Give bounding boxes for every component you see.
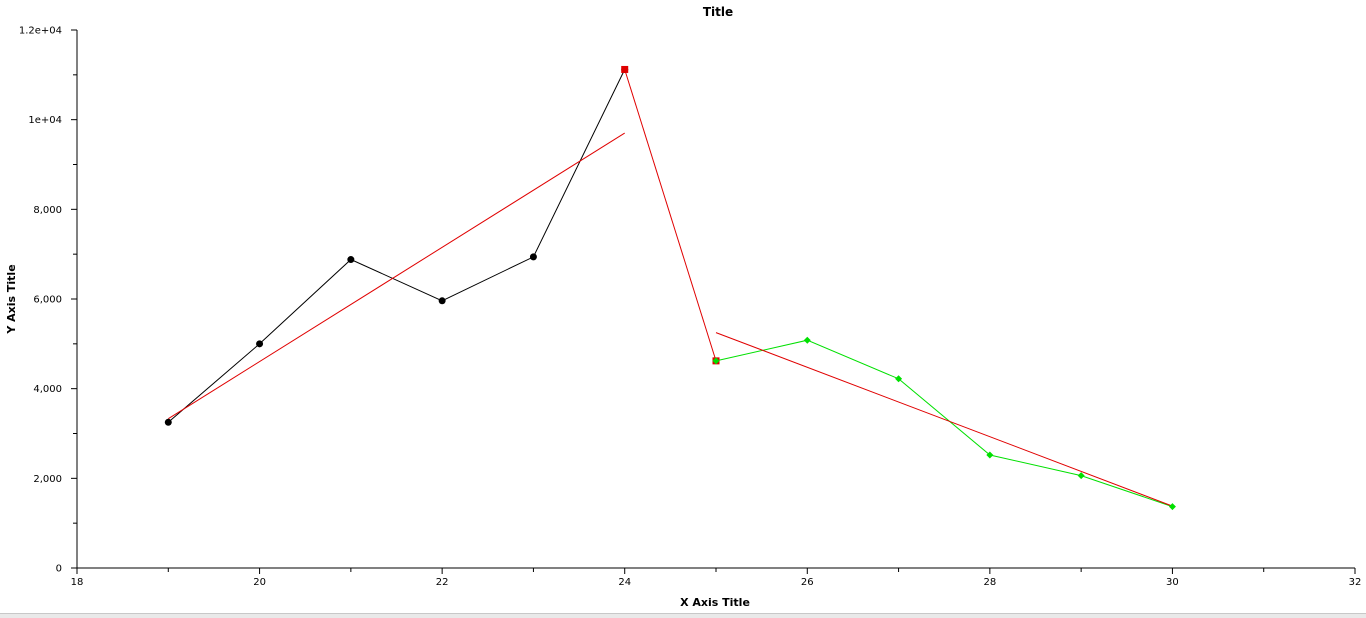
data-point <box>347 256 355 264</box>
axes: 18 20 22 24 26 28 30 32 0 2,000 4,000 6,000 8,000 1e+… <box>19 26 1362 589</box>
x-tick-label: 32 <box>1349 577 1362 588</box>
x-axis-title: X Axis Title <box>680 596 750 609</box>
window-bottom-edge <box>0 613 1366 618</box>
data-point <box>256 340 264 348</box>
y-axis-title: Y Axis Title <box>5 264 18 334</box>
y-tick-label: 2,000 <box>33 474 62 485</box>
x-tick-label: 20 <box>253 577 266 588</box>
x-tick-label: 24 <box>618 577 631 588</box>
series-line <box>624 69 717 362</box>
data-point <box>529 253 537 261</box>
series-line <box>167 69 626 423</box>
data-point <box>1168 503 1176 511</box>
series-line <box>715 339 1173 508</box>
plot-area <box>164 65 1176 511</box>
chart-title: Title <box>703 5 733 19</box>
data-point <box>621 65 629 73</box>
trend-line <box>715 332 1173 507</box>
x-tick-label: 28 <box>983 577 996 588</box>
trend-line <box>168 132 625 420</box>
data-point <box>164 418 172 426</box>
x-tick-label: 22 <box>436 577 449 588</box>
data-point <box>1077 472 1085 480</box>
y-tick-label: 6,000 <box>33 295 62 306</box>
y-tick-label: 4,000 <box>33 384 62 395</box>
data-point <box>438 297 446 305</box>
data-point <box>712 357 720 365</box>
x-tick-label: 26 <box>801 577 814 588</box>
data-point <box>986 451 994 459</box>
y-tick-label: 8,000 <box>33 205 62 216</box>
y-tick-label: 0 <box>56 564 62 575</box>
x-tick-label: 18 <box>71 577 84 588</box>
x-tick-label: 30 <box>1166 577 1179 588</box>
data-point <box>803 336 811 344</box>
data-point <box>895 375 903 383</box>
y-tick-label: 1.2e+04 <box>19 26 62 37</box>
y-tick-label: 1e+04 <box>28 115 62 126</box>
